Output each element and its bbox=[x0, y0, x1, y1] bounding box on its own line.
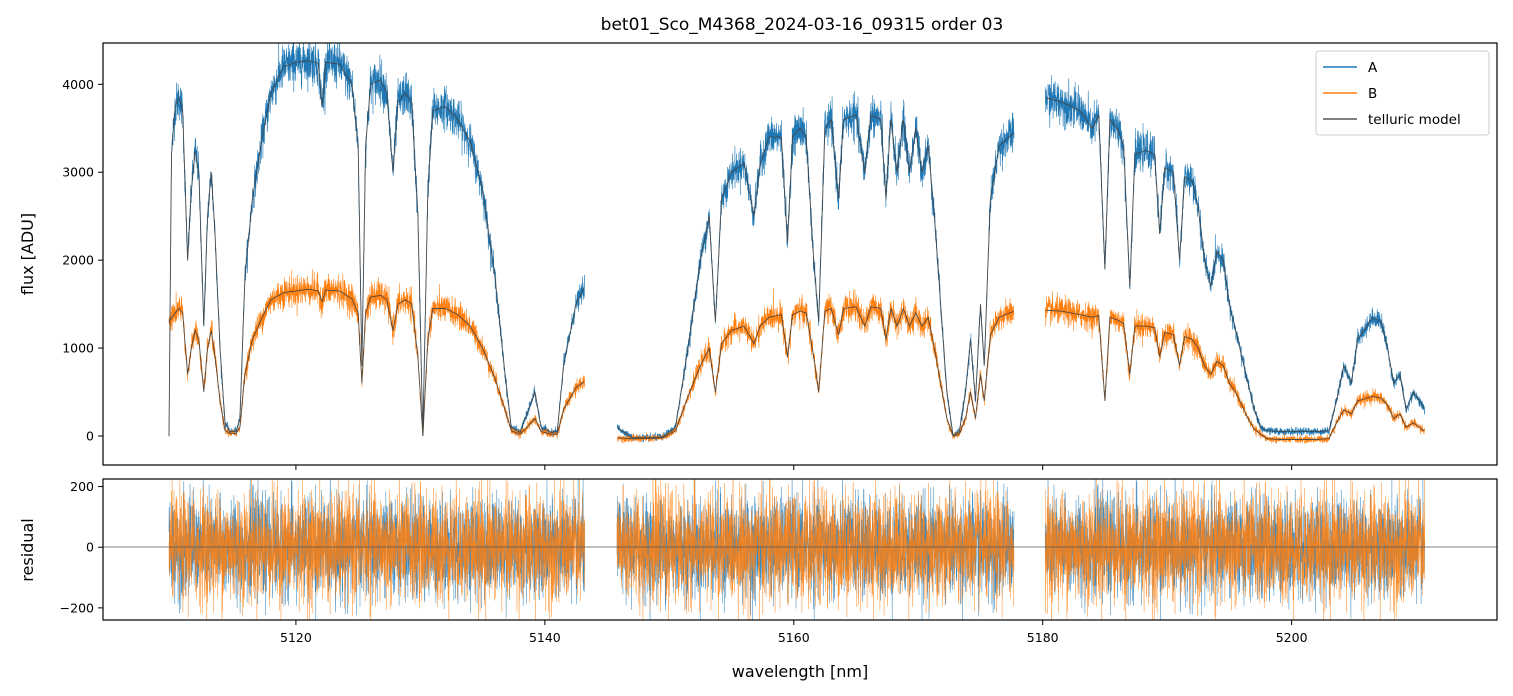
flux-y-axis-label: flux [ADU] bbox=[18, 213, 37, 295]
y-tick-label: 3000 bbox=[62, 165, 94, 180]
residual-b-line bbox=[168, 479, 1425, 620]
x-tick-label: 5200 bbox=[1276, 630, 1308, 645]
legend-label: telluric model bbox=[1368, 112, 1461, 128]
x-tick-label: 5160 bbox=[778, 630, 810, 645]
x-tick-label: 5140 bbox=[529, 630, 561, 645]
x-tick-label: 5120 bbox=[280, 630, 312, 645]
telluric-model-line-a bbox=[168, 60, 1425, 439]
y-tick-label: 4000 bbox=[62, 77, 94, 92]
legend-label: B bbox=[1368, 86, 1377, 102]
residual-y-ticks: −200 0 200 bbox=[60, 479, 103, 615]
legend-box bbox=[1315, 50, 1490, 136]
y-tick-label: 0 bbox=[86, 428, 94, 443]
series-a-line bbox=[168, 43, 1425, 443]
residual-panel-frame bbox=[102, 478, 1498, 621]
y-tick-label: 200 bbox=[70, 479, 94, 494]
flux-x-ticks bbox=[295, 465, 1293, 470]
flux-traces bbox=[168, 43, 1425, 444]
residual-x-ticks: 5120 5140 5160 5180 5200 bbox=[280, 620, 1308, 645]
x-tick-label: 5180 bbox=[1027, 630, 1059, 645]
y-tick-label: −200 bbox=[60, 600, 94, 615]
residual-y-axis-label: residual bbox=[18, 518, 37, 581]
flux-panel-frame bbox=[102, 42, 1498, 466]
chart-title: bet01_Sco_M4368_2024-03-16_09315 order 0… bbox=[601, 15, 1004, 35]
legend-label: A bbox=[1368, 60, 1378, 76]
y-tick-label: 1000 bbox=[62, 341, 94, 356]
residual-traces bbox=[168, 479, 1425, 620]
x-axis-label: wavelength [nm] bbox=[732, 662, 869, 681]
y-tick-label: 0 bbox=[86, 540, 94, 555]
flux-y-ticks: 0 1000 2000 3000 4000 bbox=[62, 77, 103, 443]
series-b-line bbox=[168, 269, 1425, 444]
telluric-model-line-b bbox=[168, 288, 1425, 440]
flux-panel: 0 1000 2000 3000 4000 flux [ADU] bbox=[18, 42, 1498, 470]
y-tick-label: 2000 bbox=[62, 253, 94, 268]
residual-panel: −200 0 200 5120 5140 5160 5180 5200 residual w… bbox=[18, 478, 1498, 681]
